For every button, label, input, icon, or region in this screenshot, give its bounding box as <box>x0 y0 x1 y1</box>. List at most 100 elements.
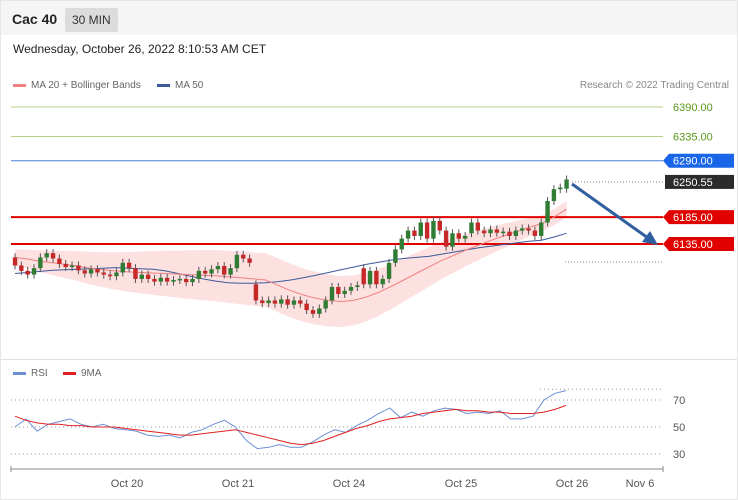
legend-ma50: MA 50 <box>157 80 203 91</box>
candle <box>139 270 144 283</box>
candle <box>431 216 436 243</box>
candle <box>507 227 512 240</box>
credit-text: Research © 2022 Trading Central <box>579 80 729 91</box>
candle <box>532 226 538 240</box>
candle-body <box>101 272 106 275</box>
candle <box>279 295 284 308</box>
candle <box>405 226 411 243</box>
candle <box>12 253 18 270</box>
candle-body <box>405 230 411 239</box>
candle <box>38 253 43 273</box>
candle-body <box>393 249 398 263</box>
candle <box>196 266 202 283</box>
candle-body <box>342 290 347 294</box>
candle <box>133 264 138 283</box>
candle-body <box>374 270 379 285</box>
candle-body <box>38 257 43 269</box>
candle <box>348 282 354 295</box>
candle-body <box>323 300 328 309</box>
candle <box>355 281 360 291</box>
candle-body <box>475 222 481 231</box>
candle <box>539 218 544 240</box>
candle <box>437 216 442 235</box>
bollinger-bands <box>15 201 567 327</box>
candle <box>285 295 290 309</box>
candle-body <box>95 269 100 273</box>
candle-body <box>355 285 360 287</box>
candle-body <box>57 258 62 264</box>
timeframe-button[interactable]: 30 MIN <box>65 8 118 32</box>
ma50-line <box>14 232 567 284</box>
candle <box>456 229 461 243</box>
candle <box>50 249 56 263</box>
rsi-tick-label: 50 <box>673 422 685 434</box>
candle <box>272 296 278 308</box>
candle <box>120 258 125 277</box>
x-tick-label: Oct 25 <box>445 478 477 490</box>
candle <box>558 183 563 194</box>
candle-body <box>203 270 208 274</box>
candle-body <box>69 265 75 268</box>
panel-separator <box>1 359 737 360</box>
candle-body <box>361 268 366 285</box>
rsi-ma-line <box>14 404 567 446</box>
candle <box>291 296 297 309</box>
ma20-swatch-icon <box>13 83 26 87</box>
candle-body <box>317 308 322 314</box>
candle <box>551 185 557 206</box>
candle <box>203 266 208 278</box>
rsi-tick-label: 70 <box>673 395 685 407</box>
candle-body <box>272 300 278 304</box>
candle <box>158 273 164 286</box>
candle <box>520 224 525 235</box>
candle-body <box>19 265 24 271</box>
candle-body <box>31 268 37 275</box>
candle <box>361 264 366 289</box>
candle-body <box>88 269 94 274</box>
candle <box>298 296 303 308</box>
candle-body <box>120 262 125 273</box>
candle-body <box>304 303 309 311</box>
support-label-box <box>663 237 734 251</box>
candle-body <box>481 230 487 234</box>
candle <box>500 227 506 237</box>
candle-body <box>12 257 18 266</box>
candle <box>25 266 30 279</box>
x-tick-label: Oct 20 <box>111 478 143 490</box>
candle-body <box>469 222 474 234</box>
candle <box>63 259 68 272</box>
candle-body <box>158 277 164 282</box>
candle <box>57 254 62 268</box>
candle-body <box>526 228 531 231</box>
candle <box>126 258 132 273</box>
candle <box>399 234 404 254</box>
candle-body <box>545 201 550 223</box>
legend-ma20: MA 20 + Bollinger Bands <box>13 80 141 91</box>
ma20-line <box>14 208 567 303</box>
candle <box>374 266 379 289</box>
candle-body <box>431 220 436 239</box>
x-tick-label: Oct 26 <box>556 478 588 490</box>
candle <box>209 265 214 278</box>
candle-body <box>145 274 151 279</box>
candle <box>183 274 189 287</box>
candle <box>107 270 113 281</box>
candle <box>88 265 94 278</box>
candle-body <box>285 299 290 305</box>
candle <box>190 274 195 287</box>
candle <box>450 229 455 251</box>
candle <box>564 175 569 193</box>
price-level-label: 6250.55 <box>673 177 713 189</box>
candle-body <box>266 300 271 304</box>
candle-body <box>63 263 68 268</box>
rsi-ma-swatch-icon <box>63 371 76 375</box>
candle <box>494 225 500 237</box>
legend-ma50-label: MA 50 <box>175 80 204 91</box>
price-level-label: 6135.00 <box>673 239 713 251</box>
candle-body <box>380 278 385 285</box>
candle-body <box>532 230 538 236</box>
candle <box>222 262 227 279</box>
last-price-box <box>665 174 734 189</box>
candle-body <box>291 300 297 305</box>
